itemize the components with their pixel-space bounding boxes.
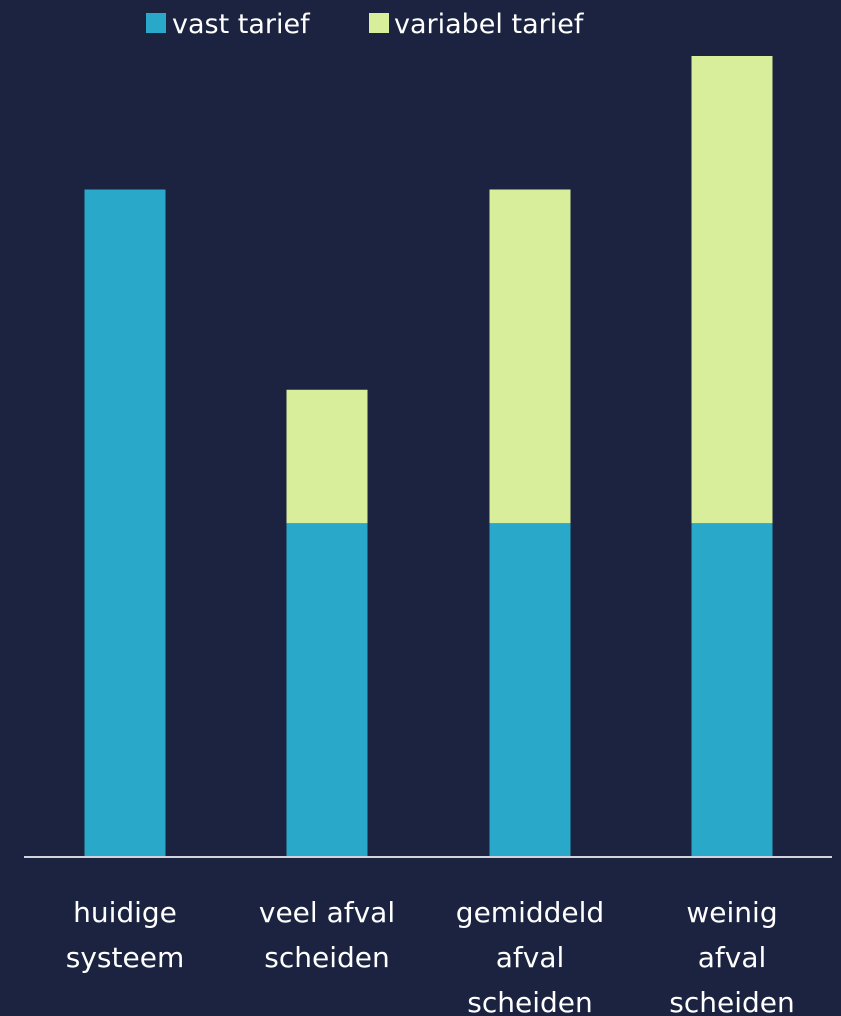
bar-vast-0 bbox=[84, 189, 166, 857]
category-label-line: afval bbox=[496, 941, 565, 974]
category-label-line: scheiden bbox=[264, 941, 389, 974]
legend-swatch-vast-tarief bbox=[146, 13, 166, 33]
category-label-0: huidige systeem bbox=[66, 896, 184, 974]
bar-variabel-3 bbox=[691, 56, 773, 524]
category-label-2: gemiddeld afval scheiden bbox=[456, 896, 604, 1016]
legend-swatch-variabel-tarief bbox=[369, 13, 389, 33]
category-label-line: veel afval bbox=[259, 896, 395, 929]
bar-vast-1 bbox=[286, 523, 368, 857]
category-label-1: veel afval scheiden bbox=[259, 896, 395, 974]
bar-vast-2 bbox=[489, 523, 571, 857]
bar-vast-3 bbox=[691, 523, 773, 857]
category-label-3: weinig afval scheiden bbox=[669, 896, 794, 1016]
bar-variabel-2 bbox=[489, 189, 571, 524]
legend-label-vast-tarief: vast tarief bbox=[172, 9, 311, 40]
category-label-line: scheiden bbox=[669, 986, 794, 1016]
legend-label-variabel-tarief: variabel tarief bbox=[394, 9, 585, 40]
category-label-line: huidige bbox=[73, 896, 177, 929]
category-label-line: gemiddeld bbox=[456, 896, 604, 929]
bar-variabel-1 bbox=[286, 389, 368, 524]
category-label-line: systeem bbox=[66, 941, 184, 974]
legend: vast tarief variabel tarief bbox=[146, 9, 585, 40]
bars bbox=[84, 56, 773, 857]
category-label-line: afval bbox=[698, 941, 767, 974]
category-label-line: weinig bbox=[686, 896, 777, 929]
category-label-line: scheiden bbox=[467, 986, 592, 1016]
